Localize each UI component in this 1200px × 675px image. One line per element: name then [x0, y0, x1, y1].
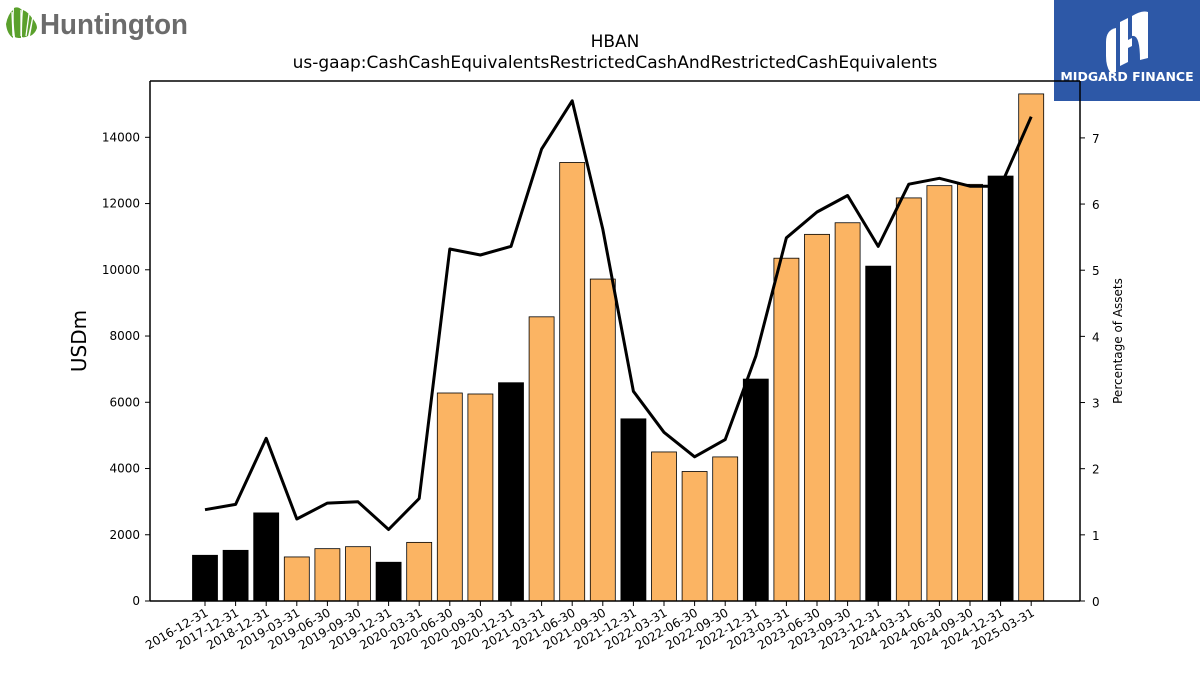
- bar: [987, 175, 1014, 602]
- bar: [865, 265, 892, 602]
- bar: [589, 278, 616, 602]
- y-tick-label: 0: [132, 594, 140, 608]
- y-tick-label: 4000: [109, 462, 140, 476]
- bar: [742, 378, 769, 602]
- y2-tick-label: 4: [1092, 330, 1100, 344]
- huntington-logo: Huntington: [4, 4, 194, 42]
- line-layer: [204, 99, 1033, 531]
- y-tick-label: 2000: [109, 528, 140, 542]
- midgard-emblem-icon: [1106, 11, 1148, 72]
- bar: [345, 546, 371, 602]
- bar: [773, 257, 800, 602]
- y2-axis-label: Percentage of Assets: [1111, 278, 1125, 404]
- bar: [253, 512, 280, 602]
- bar: [926, 185, 953, 602]
- y-axis-label: USDm: [67, 310, 91, 372]
- bar: [192, 554, 218, 602]
- bar: [528, 316, 555, 602]
- y2-tick-label: 2: [1092, 463, 1100, 477]
- chart-title-block: HBAN us-gaap:CashCashEquivalentsRestrict…: [150, 32, 1080, 74]
- midgard-finance-logo: MIDGARD FINANCE: [1054, 0, 1200, 101]
- y2-tick-label: 7: [1092, 132, 1100, 146]
- bar: [314, 548, 341, 602]
- bar: [895, 197, 922, 602]
- y2-tick-label: 5: [1092, 264, 1100, 278]
- bar: [651, 451, 677, 602]
- bar: [804, 233, 830, 602]
- bar: [375, 561, 402, 602]
- midgard-wordmark: MIDGARD FINANCE: [1060, 69, 1193, 84]
- bars-layer: [192, 93, 1045, 602]
- y-tick-label: 10000: [102, 263, 140, 277]
- bar: [559, 162, 586, 602]
- y2-tick-label: 0: [1092, 595, 1100, 609]
- bar: [406, 541, 433, 602]
- bar: [222, 549, 249, 602]
- bar: [681, 471, 708, 602]
- bar: [436, 392, 463, 602]
- y-tick-label: 6000: [109, 395, 140, 409]
- bar: [712, 456, 739, 602]
- chart-subtitle: us-gaap:CashCashEquivalentsRestrictedCas…: [292, 53, 938, 73]
- y2-tick-label: 6: [1092, 198, 1100, 212]
- huntington-leaf-icon: [6, 7, 37, 39]
- chart-title: HBAN: [590, 32, 640, 52]
- bar: [834, 222, 861, 602]
- series-line: [204, 99, 1033, 531]
- bar: [467, 393, 494, 602]
- y2-tick-label: 1: [1092, 529, 1100, 543]
- huntington-wordmark: Huntington: [40, 9, 188, 41]
- bar: [1018, 93, 1045, 602]
- y-tick-label: 8000: [109, 329, 140, 343]
- bar: [957, 183, 983, 602]
- y2-tick-label: 3: [1092, 397, 1100, 411]
- y-tick-label: 12000: [102, 197, 140, 211]
- bar: [620, 418, 647, 602]
- y-tick-label: 14000: [102, 130, 140, 144]
- bar: [498, 382, 524, 602]
- bar: [283, 556, 310, 602]
